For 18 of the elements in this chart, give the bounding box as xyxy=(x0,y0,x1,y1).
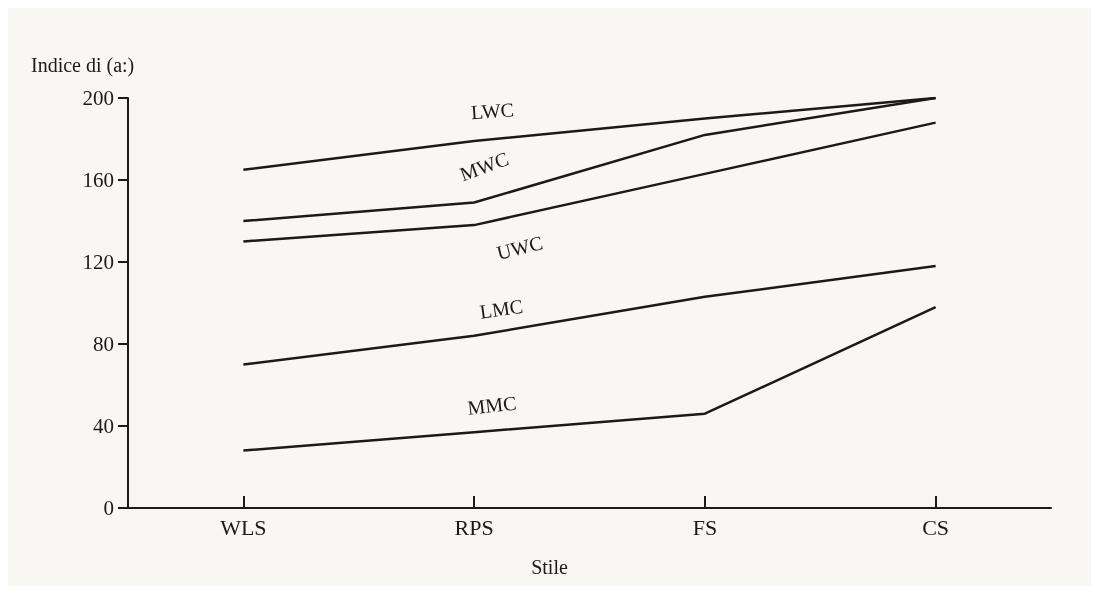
y-tick-label: 120 xyxy=(82,250,114,274)
x-tick-label: CS xyxy=(922,514,950,540)
y-tick-label: 160 xyxy=(82,168,114,192)
y-tick-label: 200 xyxy=(82,86,114,110)
text: MMC xyxy=(466,391,518,419)
x-tick-label: FS xyxy=(692,514,718,540)
line-series xyxy=(242,264,937,366)
text: MWC xyxy=(456,147,512,186)
y-tick-label: 80 xyxy=(93,332,114,356)
y-tick-label: 40 xyxy=(93,414,114,438)
text: LMC xyxy=(478,294,525,323)
x-tick-label: WLS xyxy=(220,514,267,540)
y-axis-title: Indice di (a:) xyxy=(31,54,135,77)
series-label: LWC xyxy=(470,98,515,124)
x-tick-label: RPS xyxy=(454,514,494,540)
x-axis-title: Stile xyxy=(531,556,568,578)
text: UWC xyxy=(494,231,545,264)
y-tick-label: 0 xyxy=(103,496,114,520)
